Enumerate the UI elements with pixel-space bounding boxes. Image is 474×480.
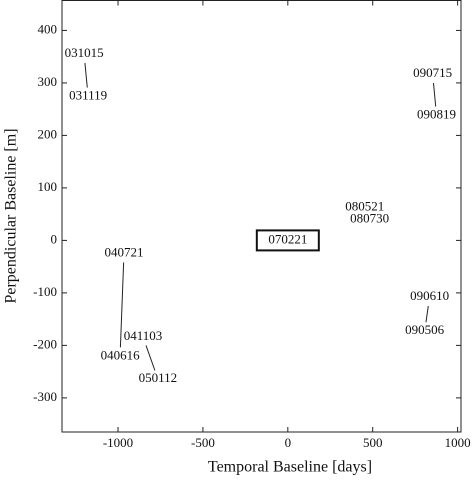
y-tick-label: 100 <box>38 179 58 194</box>
connector <box>432 82 437 107</box>
point-label: 040721 <box>104 245 143 260</box>
x-axis-label: Temporal Baseline [days] <box>208 459 372 476</box>
point-label: 090610 <box>410 288 449 303</box>
point-label: 040616 <box>101 347 141 362</box>
y-tick-label: 0 <box>51 231 58 246</box>
y-tick-label: -100 <box>33 284 57 299</box>
point-label: 070221 <box>268 231 307 246</box>
y-tick-label: 400 <box>38 21 58 36</box>
x-tick-label: 1000 <box>445 435 471 450</box>
x-tick-label: 500 <box>363 435 383 450</box>
x-tick-label: -1000 <box>103 435 133 450</box>
point-label: 050112 <box>139 370 178 385</box>
point-label: 041103 <box>124 328 163 343</box>
reference-box <box>255 229 320 252</box>
y-tick-label: 300 <box>38 74 58 89</box>
connector <box>425 305 429 323</box>
plot-frame <box>61 0 462 433</box>
y-tick-label: -200 <box>33 336 57 351</box>
x-tick-label: -500 <box>191 435 215 450</box>
y-tick-label: 200 <box>38 126 58 141</box>
point-label: 090715 <box>413 65 452 80</box>
point-label: 031015 <box>65 45 104 60</box>
connector <box>145 345 156 371</box>
point-label: 080730 <box>350 210 389 225</box>
point-label: 031119 <box>69 88 107 103</box>
connector <box>119 262 125 348</box>
y-tick-label: -300 <box>33 389 57 404</box>
point-label: 090506 <box>405 322 445 337</box>
x-tick-label: 0 <box>285 435 292 450</box>
connector <box>84 62 88 88</box>
point-label: 080521 <box>345 198 384 213</box>
point-label: 090819 <box>417 106 456 121</box>
y-axis-label: Perpendicular Baseline [m] <box>3 128 20 303</box>
